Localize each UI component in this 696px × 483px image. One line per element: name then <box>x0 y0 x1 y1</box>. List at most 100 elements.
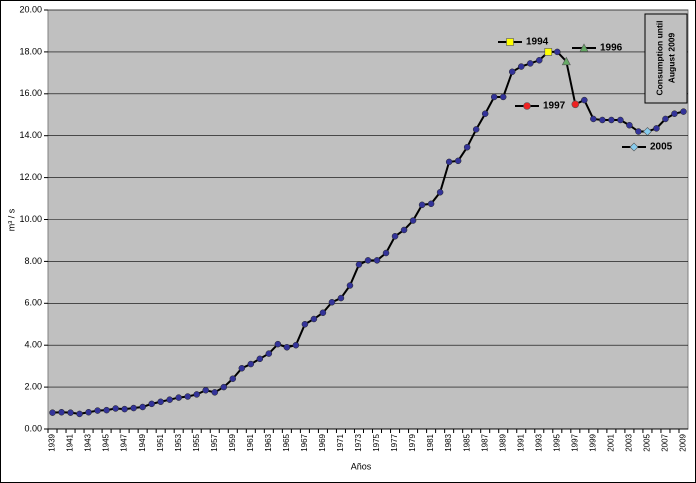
data-point <box>184 393 191 400</box>
data-point <box>94 407 101 414</box>
data-point <box>454 157 462 165</box>
data-point <box>238 364 246 372</box>
data-point <box>310 315 318 323</box>
data-point <box>364 257 372 264</box>
annotation-marker <box>579 43 589 52</box>
x-tick-label: 1945 <box>102 433 111 451</box>
x-tick-label: 1985 <box>462 433 471 451</box>
text-box-line: Consumption until <box>654 20 664 95</box>
data-point <box>445 158 453 166</box>
data-point <box>67 409 74 416</box>
x-tick-label: 1999 <box>588 433 597 451</box>
y-tick-label: 10.00 <box>19 214 42 224</box>
data-point <box>472 126 480 133</box>
x-tick-label: 2007 <box>661 433 670 451</box>
data-point <box>608 116 615 124</box>
data-point <box>292 341 300 349</box>
annotation-label: 1996 <box>600 43 623 54</box>
data-point <box>319 309 327 316</box>
annotation-label: 1997 <box>543 101 566 112</box>
annotation-marker <box>506 38 514 46</box>
data-point <box>463 143 471 151</box>
y-tick-label: 20.00 <box>19 4 42 14</box>
x-tick-label: 1961 <box>246 433 255 451</box>
x-tick-label: 1967 <box>300 433 309 451</box>
x-tick-label: 2009 <box>679 433 688 451</box>
x-tick-label: 2003 <box>625 433 634 451</box>
y-tick-label: 6.00 <box>24 298 42 308</box>
x-tick-label: 2001 <box>606 433 615 451</box>
data-point <box>671 110 678 117</box>
data-point <box>617 116 624 124</box>
data-point <box>508 68 516 76</box>
data-point <box>274 340 282 348</box>
x-tick-label: 1995 <box>552 433 561 451</box>
data-point <box>49 409 56 416</box>
annotation-label: 1994 <box>526 37 549 48</box>
x-tick-label: 1943 <box>84 433 93 451</box>
x-tick-label: 1963 <box>264 433 273 451</box>
y-tick-label: 12.00 <box>19 172 42 182</box>
data-point <box>220 383 228 391</box>
data-point <box>490 93 498 101</box>
x-tick-label: 1997 <box>570 433 579 451</box>
data-point <box>635 128 642 135</box>
x-tick-label: 1977 <box>390 433 399 451</box>
data-point <box>409 217 417 224</box>
annotation-marker <box>523 102 531 110</box>
data-point <box>328 299 336 306</box>
x-tick-label: 1973 <box>354 433 363 451</box>
data-point <box>202 386 209 394</box>
x-tick-label: 1991 <box>516 433 525 451</box>
y-axis-title: m³ / s <box>6 208 16 231</box>
y-tick-label: 14.00 <box>19 130 42 140</box>
data-point <box>643 127 652 136</box>
y-tick-label: 4.00 <box>24 340 42 350</box>
x-tick-label: 1949 <box>138 433 147 451</box>
data-point <box>211 389 219 396</box>
data-point <box>554 48 561 56</box>
data-point <box>130 404 137 412</box>
data-point <box>662 115 669 123</box>
data-point <box>527 60 534 67</box>
y-tick-label: 8.00 <box>24 256 42 266</box>
data-point <box>85 408 92 416</box>
data-point <box>571 100 580 109</box>
data-point <box>391 233 399 240</box>
text-box-line: August 2009 <box>666 32 676 83</box>
data-point <box>536 57 543 64</box>
data-point <box>256 355 264 363</box>
annotation-label: 2005 <box>650 142 673 153</box>
data-point <box>166 396 173 403</box>
data-point <box>382 249 390 257</box>
data-point <box>481 110 489 117</box>
data-point <box>247 360 255 368</box>
data-point <box>517 63 525 70</box>
data-point <box>418 201 426 209</box>
data-point <box>499 93 507 101</box>
data-point <box>544 48 553 56</box>
x-tick-label: 1957 <box>210 433 219 451</box>
data-point <box>337 294 345 302</box>
data-point <box>436 189 444 196</box>
data-point <box>58 408 65 416</box>
data-point <box>599 116 606 124</box>
data-point <box>193 391 200 398</box>
y-tick-label: 16.00 <box>19 88 42 98</box>
x-tick-label: 1971 <box>336 433 345 451</box>
data-point <box>121 405 128 413</box>
x-axis-title: Años <box>351 461 372 471</box>
x-tick-label: 1989 <box>498 433 507 451</box>
data-point <box>400 226 408 234</box>
data-point <box>139 403 146 411</box>
x-tick-label: 1951 <box>156 433 165 451</box>
x-tick-label: 1979 <box>408 433 417 451</box>
data-point <box>112 405 119 412</box>
x-tick-label: 1953 <box>174 433 183 451</box>
data-point <box>283 344 291 351</box>
x-tick-label: 1959 <box>228 433 237 451</box>
data-point <box>561 56 571 66</box>
data-point <box>103 406 110 414</box>
data-point <box>653 125 660 132</box>
